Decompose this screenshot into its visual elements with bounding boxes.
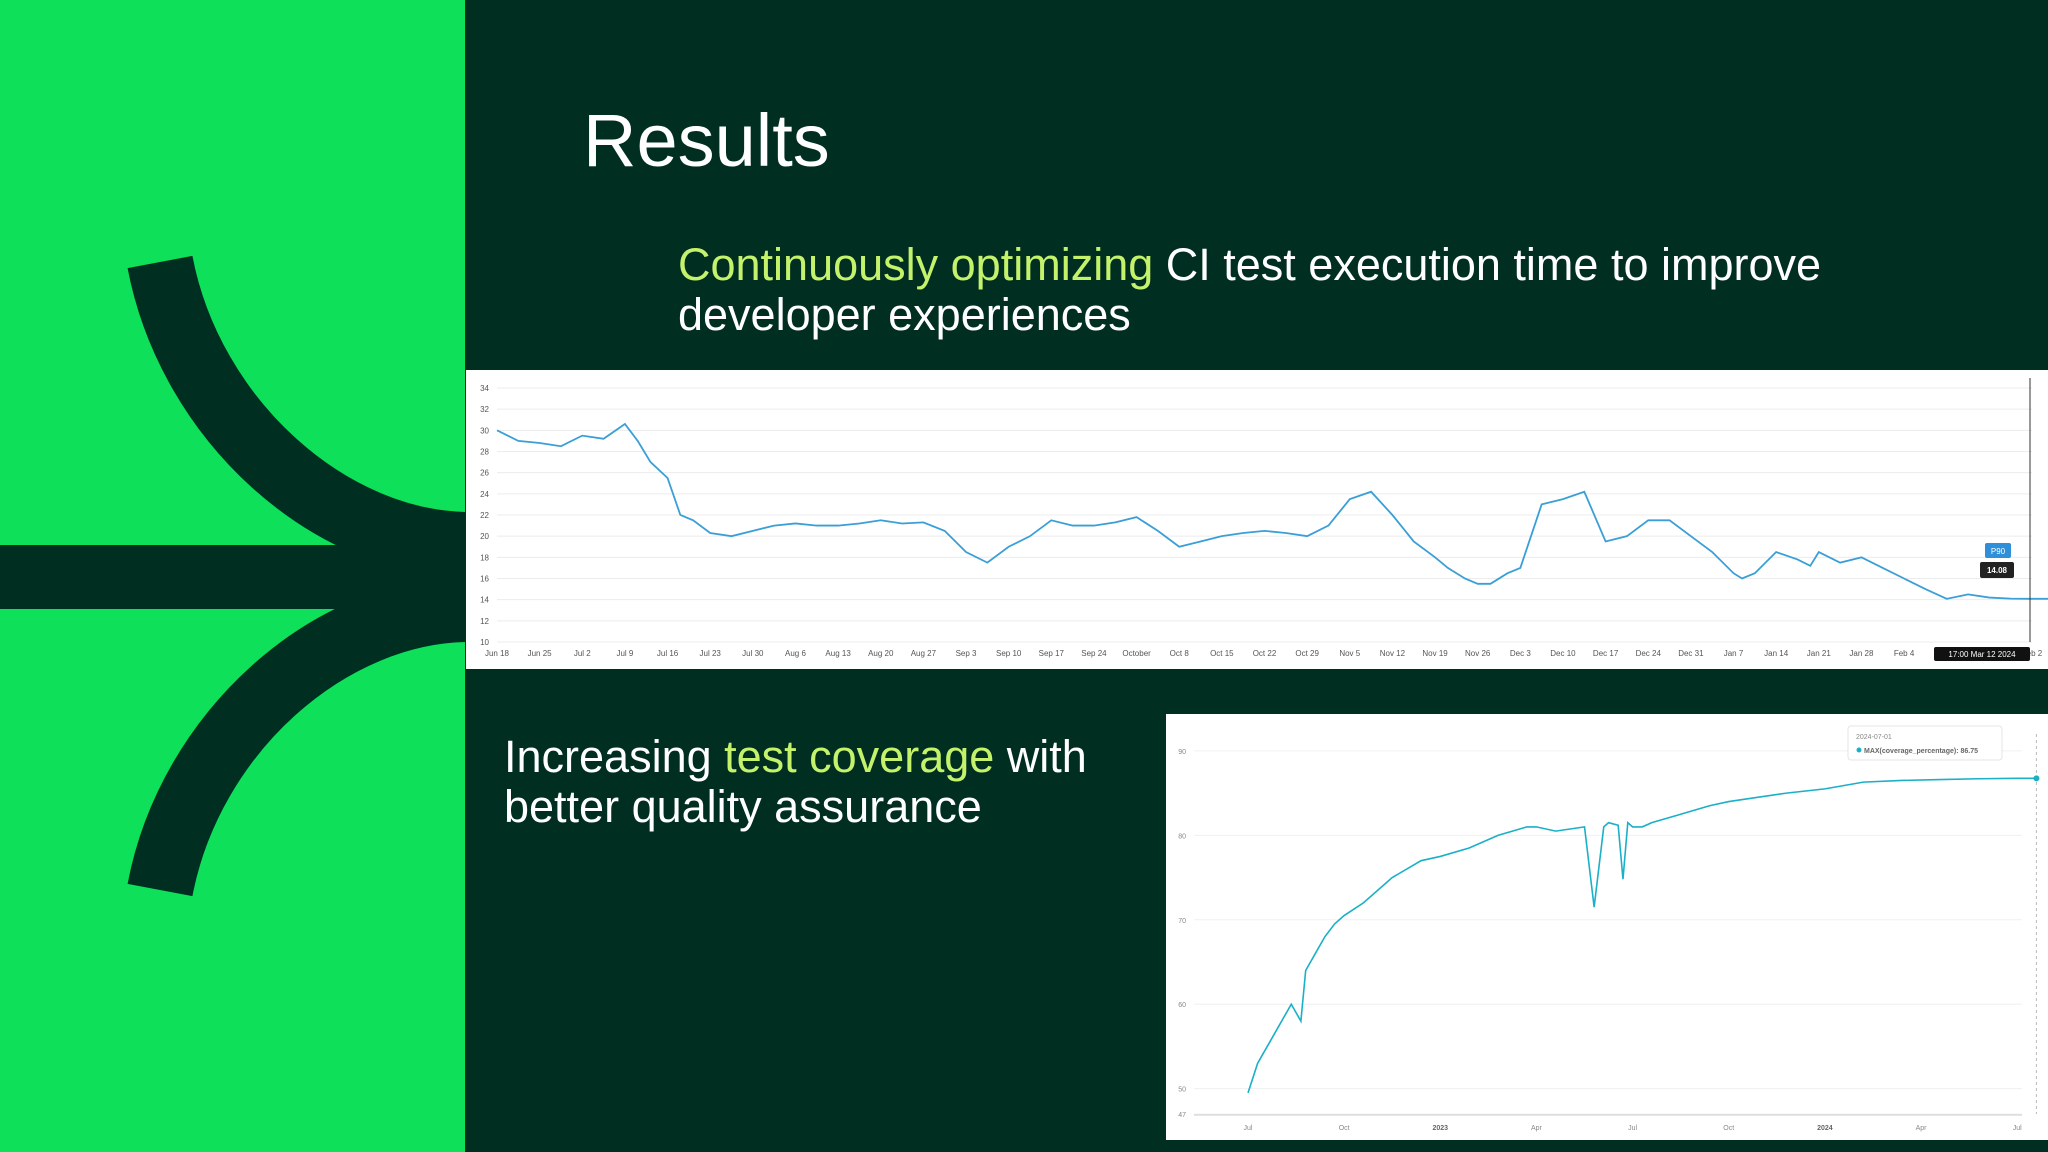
- x-tick-label: Dec 31: [1678, 649, 1704, 658]
- x-tick-label: Jun 25: [528, 649, 553, 658]
- tooltip-time-badge: [1934, 647, 2030, 661]
- headline-ci-time-rest: CI test execution time to improve develo…: [678, 239, 1822, 340]
- y-tick-label: 18: [480, 553, 489, 562]
- x-tick-label: Nov 12: [1380, 649, 1406, 658]
- data-point-last: [2033, 775, 2040, 782]
- x-tick-label: Oct: [1723, 1125, 1734, 1132]
- series-line-p90: [496, 422, 2048, 600]
- x-tick-label: Jul: [2013, 1125, 2022, 1132]
- coverage-chart-svg: 47 50 60 70 80 90 Jul Oct 2023 Apr Jul Oct 2024 Apr Ju…: [1178, 725, 2040, 1132]
- x-tick-label: 2024: [1817, 1125, 1833, 1132]
- y-tick-label: 80: [1178, 833, 1186, 840]
- x-tick-label: Jul 16: [657, 649, 679, 658]
- y-tick-label: 16: [480, 575, 489, 584]
- x-tick-label: Jul 30: [742, 649, 764, 658]
- y-tick-label: 60: [1178, 1002, 1186, 1009]
- y-tick-label: 14: [480, 596, 489, 605]
- x-tick-label: Jan 28: [1849, 649, 1874, 658]
- headline-coverage: Increasing test coverage with better qua…: [504, 732, 1144, 832]
- y-tick-label: 90: [1178, 749, 1186, 756]
- x-tick-label: Dec 17: [1593, 649, 1619, 658]
- tooltip-label: MAX(coverage_percentage): 86.75: [1864, 748, 1978, 755]
- y-tick-label: 28: [480, 448, 489, 457]
- y-tick-label: 24: [480, 490, 489, 499]
- x-tick-label: Dec 10: [1550, 649, 1576, 658]
- coverage-chart: 47 50 60 70 80 90 Jul Oct 2023 Apr Jul Oct 2024 Apr Ju…: [1166, 714, 2048, 1140]
- headline-ci-time: Continuously optimizing CI test executio…: [678, 240, 1978, 340]
- tooltip-date: 2024-07-01: [1856, 734, 1892, 741]
- x-tick-label: Sep 3: [956, 649, 977, 658]
- tooltip-value-badge: [1980, 562, 2014, 579]
- tooltip-box: [1847, 725, 2003, 761]
- x-tick-label: Jun 18: [485, 649, 510, 658]
- y-tick-label: 47: [1178, 1112, 1186, 1119]
- y-tick-label: 30: [480, 426, 489, 435]
- tooltip-value: 14.08: [1987, 566, 2008, 575]
- x-tick-label: 2023: [1433, 1125, 1449, 1132]
- y-tick-label: 22: [480, 511, 489, 520]
- headline-coverage-after: with better quality assurance: [504, 731, 1087, 832]
- tooltip-series-label: P90: [1991, 547, 2006, 556]
- x-tick-label: Apr: [1531, 1125, 1543, 1132]
- x-tick-label: Sep 17: [1039, 649, 1065, 658]
- x-tick-label: October: [1122, 649, 1151, 658]
- y-tick-label: 34: [480, 384, 489, 393]
- arrow-logo-icon: [0, 255, 465, 897]
- x-tick-label: Jul 23: [700, 649, 722, 658]
- x-tick-label: Oct: [1339, 1125, 1350, 1132]
- x-tick-label: Jul: [1244, 1125, 1253, 1132]
- x-tick-label: Apr: [1916, 1125, 1928, 1132]
- x-tick-label: Jul: [1628, 1125, 1637, 1132]
- x-tick-label: Nov 19: [1422, 649, 1448, 658]
- x-tick-label: Feb 2: [2022, 649, 2043, 658]
- tooltip-legend-dot: [1856, 747, 1862, 753]
- x-tick-label: Jan 7: [1724, 649, 1744, 658]
- y-tick-label: 32: [480, 405, 489, 414]
- headline-coverage-highlight: test coverage: [724, 731, 995, 782]
- x-tick-label: Dec 24: [1636, 649, 1662, 658]
- y-tick-label: 20: [480, 532, 489, 541]
- x-tick-label: Nov 5: [1339, 649, 1360, 658]
- headline-ci-time-highlight: Continuously optimizing: [678, 239, 1154, 290]
- x-tick-label: Aug 6: [785, 649, 806, 658]
- x-tick-label: Sep 24: [1081, 649, 1107, 658]
- y-tick-label: 50: [1178, 1087, 1186, 1094]
- ci-time-chart-svg: 10 12 14 16 18 20 22 24 26 28 30 32 34 Jun 18 Jun 25 Ju…: [480, 378, 2048, 661]
- headline-coverage-before: Increasing: [504, 731, 725, 782]
- slide-title: Results: [583, 99, 830, 182]
- x-tick-label: Aug 27: [911, 649, 937, 658]
- x-tick-label: Jul 9: [616, 649, 633, 658]
- x-tick-label: Nov 26: [1465, 649, 1491, 658]
- x-tick-label: Jan 21: [1807, 649, 1832, 658]
- tooltip-series-badge: [1985, 543, 2011, 559]
- x-tick-label: Oct 8: [1170, 649, 1190, 658]
- y-tick-label: 26: [480, 469, 489, 478]
- brand-panel: [0, 0, 465, 1152]
- ci-time-chart: 10 12 14 16 18 20 22 24 26 28 30 32 34 Jun 18 Jun 25 Ju…: [466, 370, 2048, 669]
- y-tick-label: 12: [480, 617, 489, 626]
- x-tick-label: Sep 10: [996, 649, 1022, 658]
- x-tick-label: Oct 15: [1210, 649, 1234, 658]
- x-tick-label: Aug 20: [868, 649, 894, 658]
- tooltip-time: 17:00 Mar 12 2024: [1948, 650, 2016, 659]
- x-tick-label: Aug 13: [825, 649, 851, 658]
- y-tick-label: 10: [480, 638, 489, 647]
- x-tick-label: Jan 14: [1764, 649, 1789, 658]
- y-tick-label: 70: [1178, 918, 1186, 925]
- x-tick-label: Jul 2: [574, 649, 591, 658]
- x-tick-label: Oct 22: [1253, 649, 1277, 658]
- x-tick-label: Oct 29: [1295, 649, 1319, 658]
- x-tick-label: Dec 3: [1510, 649, 1531, 658]
- x-tick-label: Feb 4: [1894, 649, 1915, 658]
- series-line-coverage: [1247, 777, 2037, 1094]
